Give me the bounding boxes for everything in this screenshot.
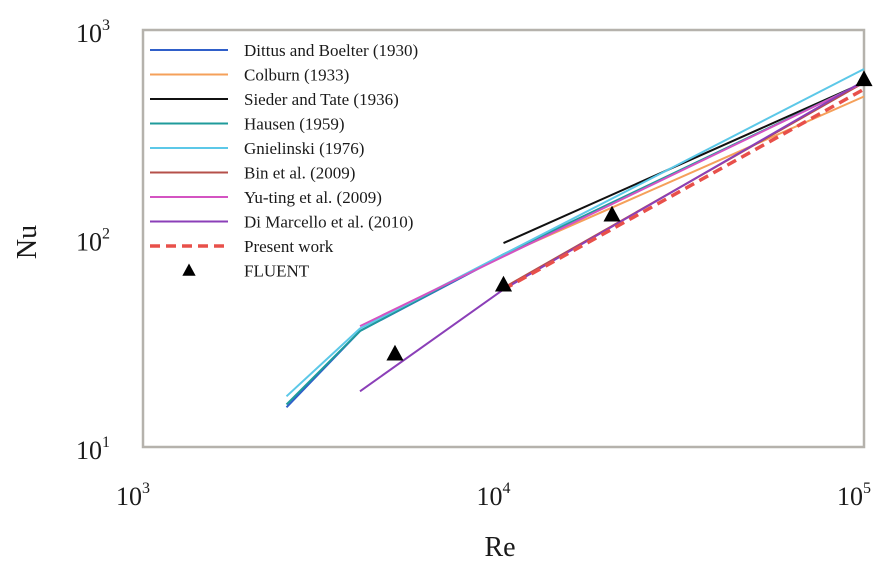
legend-label: Sieder and Tate (1936) (244, 90, 399, 109)
legend-swatch (182, 263, 196, 276)
legend-label: Dittus and Boelter (1930) (244, 41, 418, 60)
legend-label: Colburn (1933) (244, 66, 349, 85)
x-tick-label: 103 (116, 480, 150, 511)
legend-label: FLUENT (244, 262, 310, 281)
y-axis-label: Nu (12, 225, 43, 259)
y-tick-base: 10 (76, 228, 102, 257)
x-tick-base: 10 (477, 482, 503, 511)
x-tick-base: 10 (837, 482, 863, 511)
fluent-marker (603, 205, 621, 222)
y-tick-label: 101 (76, 434, 110, 465)
legend-label: Bin et al. (2009) (244, 164, 355, 183)
y-tick-exponent: 2 (102, 226, 110, 243)
series-line (502, 87, 865, 291)
x-axis-ticks: 103 104 105 (116, 480, 871, 511)
series-line (359, 81, 865, 327)
y-tick-label: 102 (76, 226, 110, 257)
x-tick-label: 104 (477, 480, 511, 511)
fluent-marker (494, 275, 513, 292)
y-tick-label: 103 (76, 17, 110, 48)
series-layer (285, 68, 873, 408)
legend-label: Hausen (1959) (244, 115, 345, 134)
legend: Dittus and Boelter (1930) Colburn (1933) S… (150, 41, 418, 281)
legend-label: Yu-ting et al. (2009) (244, 188, 382, 207)
y-tick-base: 10 (76, 436, 102, 465)
x-tick-label: 105 (837, 480, 871, 511)
fluent-marker (386, 344, 404, 361)
legend-label: Gnielinski (1976) (244, 139, 364, 158)
y-tick-exponent: 1 (102, 434, 110, 451)
x-tick-exponent: 4 (503, 480, 511, 497)
plot-frame (141, 28, 866, 449)
fluent-marker (855, 70, 873, 87)
y-tick-base: 10 (76, 19, 102, 48)
legend-label: Di Marcello et al. (2010) (244, 213, 413, 232)
series-line (503, 81, 865, 245)
x-tick-base: 10 (116, 482, 142, 511)
x-axis-label: Re (484, 532, 515, 563)
x-tick-exponent: 5 (863, 480, 871, 497)
y-tick-exponent: 3 (102, 17, 110, 34)
x-tick-exponent: 3 (142, 480, 150, 497)
legend-label: Present work (244, 237, 334, 256)
